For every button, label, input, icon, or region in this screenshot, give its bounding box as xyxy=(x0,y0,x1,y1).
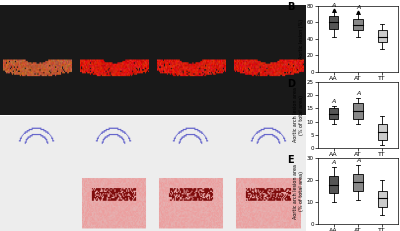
Bar xyxy=(353,174,363,191)
Bar xyxy=(378,30,387,42)
Text: A: A xyxy=(356,158,360,163)
Bar xyxy=(378,124,387,140)
Text: A: A xyxy=(356,5,360,10)
Y-axis label: Aortic arch lesion area
(% of total area): Aortic arch lesion area (% of total area… xyxy=(293,87,304,143)
Text: D: D xyxy=(288,79,296,89)
Y-axis label: Aortic lesion (%): Aortic lesion (%) xyxy=(299,19,304,59)
Bar xyxy=(353,103,363,119)
Bar xyxy=(329,108,338,119)
Text: E: E xyxy=(288,155,294,165)
Text: A: A xyxy=(332,99,336,104)
Text: A: A xyxy=(332,3,336,8)
Y-axis label: Aortic arch lesion area
(% of total area): Aortic arch lesion area (% of total area… xyxy=(293,164,304,219)
Bar xyxy=(353,19,363,30)
Bar xyxy=(378,191,387,207)
Bar xyxy=(329,16,338,29)
Text: A: A xyxy=(356,91,360,96)
Text: A: A xyxy=(332,160,336,165)
Text: B: B xyxy=(288,3,295,12)
Bar xyxy=(329,176,338,193)
